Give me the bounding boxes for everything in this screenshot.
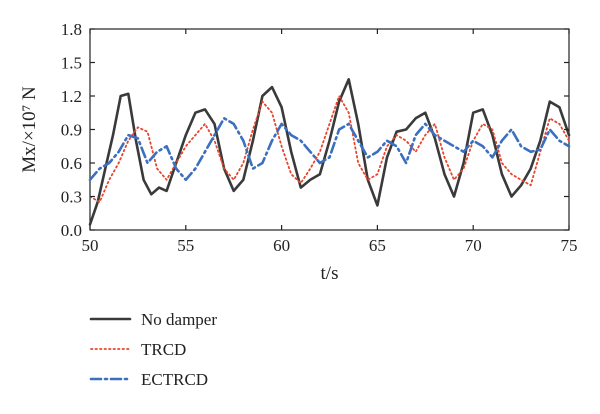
y-tick-label: 1.2	[61, 87, 82, 106]
x-tick-label: 70	[465, 236, 482, 255]
legend-label-ectrcd: ECTRCD	[141, 370, 208, 389]
y-tick-label: 0.6	[61, 154, 82, 173]
y-tick-label: 0.9	[61, 121, 82, 140]
x-tick-label: 55	[177, 236, 194, 255]
y-tick-label: 1.5	[61, 54, 82, 73]
y-tick-label: 1.8	[61, 20, 82, 39]
legend: No damper TRCD ECTRCD	[89, 310, 217, 389]
legend-label-trcd: TRCD	[141, 340, 186, 359]
plot-area-border	[89, 28, 570, 231]
axis-labels: t/s Mx/×10⁷ N	[19, 86, 338, 284]
x-tick-label: 60	[273, 236, 290, 255]
y-tick-label: 0.0	[61, 221, 82, 240]
x-axis-label: t/s	[321, 263, 339, 284]
ticks-layer: 50 55 60 65 70 75 0.0 0.3 0.6 0.9 1.2 1.5 1.8	[61, 20, 578, 255]
series-line-ectrcd	[88, 117, 571, 182]
y-tick-label: 0.3	[61, 188, 82, 207]
x-tick-label: 65	[369, 236, 386, 255]
plot-frame	[89, 28, 570, 231]
x-tick-label: 75	[561, 236, 578, 255]
series-line-trcd	[89, 95, 570, 204]
x-tick-label: 50	[82, 236, 99, 255]
series-line-no-damper	[88, 78, 571, 226]
legend-label-no-damper: No damper	[141, 310, 217, 329]
series-layer	[88, 78, 571, 226]
y-axis-label: Mx/×10⁷ N	[19, 86, 40, 173]
